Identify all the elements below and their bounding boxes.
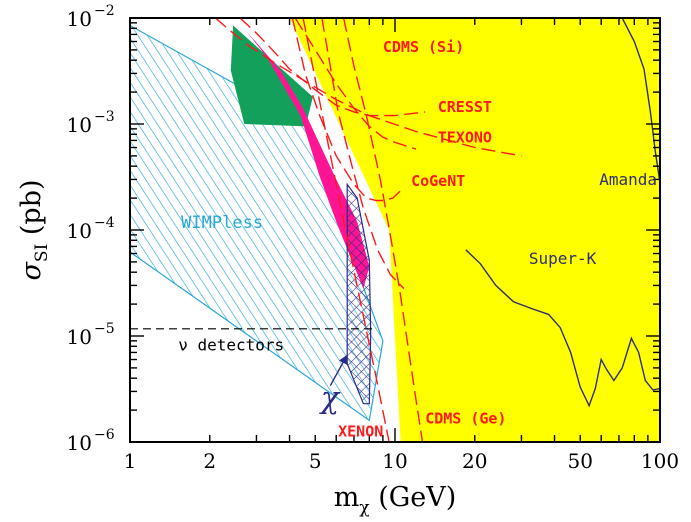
limit-curve-label: CRESST [438, 98, 492, 116]
y-axis-label: σSI (pb) [16, 179, 52, 280]
limit-curve-label: XENON [338, 422, 383, 440]
x-axis-label: mχ (GeV) [334, 482, 457, 518]
y-tick-exponent: −2 [94, 3, 115, 19]
y-tick-exponent: −3 [94, 109, 115, 125]
limit-curve-label: CDMS (Si) [383, 38, 464, 56]
y-tick-label: 10 [67, 431, 92, 455]
limit-curve-label: CoGeNT [411, 172, 465, 190]
excluded-region [215, 18, 660, 442]
x-tick-label: 10 [382, 449, 407, 473]
amanda-curve [621, 18, 660, 183]
limit-curve-label: CDMS (Ge) [425, 409, 506, 427]
y-tick-exponent: −6 [94, 427, 115, 443]
y-tick-exponent: −5 [94, 321, 115, 337]
x-tick-label: 50 [568, 449, 593, 473]
limit-curve-1 [214, 18, 522, 157]
chi-arrow [329, 354, 348, 387]
region-labels: WIMPless ν detectors Amanda Super-K χ [178, 170, 657, 416]
limit-curve-label: TEXONO [438, 128, 492, 146]
wimpless-label: WIMPless [181, 213, 263, 233]
x-tick-label: 2 [203, 449, 216, 473]
axis-ticks [129, 18, 660, 443]
limit-curve-4 [291, 18, 403, 202]
neutrino-floor-label: ν detectors [178, 335, 284, 354]
superk-label: Super-K [529, 249, 597, 268]
y-tick-label: 10 [67, 325, 92, 349]
x-tick-label: 1 [124, 449, 137, 473]
y-tick-labels: 10−610−510−410−310−2 [67, 3, 115, 455]
y-tick-label: 10 [67, 219, 92, 243]
x-tick-label: 5 [309, 449, 322, 473]
limit-curves [214, 18, 522, 442]
superk-curve [465, 249, 660, 408]
y-tick-exponent: −4 [94, 215, 115, 231]
limit-curve-labels: CDMS (Si) CRESST TEXONO CoGeNT CDMS (Ge) XENO… [338, 38, 506, 441]
x-tick-labels: 1 2 5 10 20 50 100 [124, 449, 679, 473]
y-tick-label: 10 [67, 7, 92, 31]
x-tick-label: 100 [641, 449, 679, 473]
chi-label: χ [319, 381, 341, 416]
limit-curve-3 [294, 18, 417, 150]
limit-curve-6 [342, 18, 424, 442]
limit-curve-5 [321, 18, 405, 290]
amanda-label: Amanda [599, 170, 657, 189]
y-tick-label: 10 [67, 113, 92, 137]
magenta-region [246, 31, 370, 289]
x-tick-label: 20 [462, 449, 487, 473]
